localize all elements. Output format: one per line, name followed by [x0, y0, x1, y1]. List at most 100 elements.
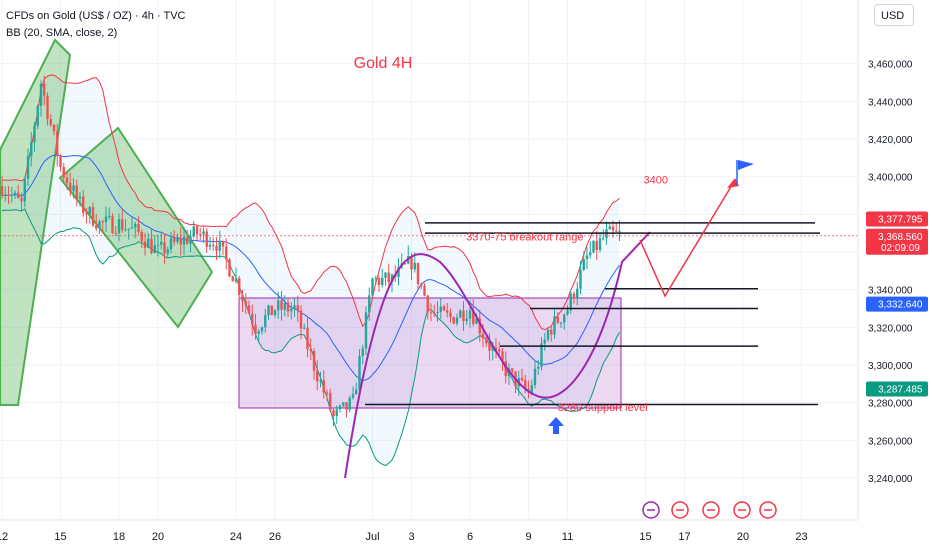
candle-body [114, 232, 117, 234]
candle-body [446, 310, 449, 313]
candle-body [468, 310, 472, 319]
candle-body [316, 370, 319, 382]
candle-body [351, 394, 355, 398]
candle-body [241, 295, 244, 301]
candle-body [520, 377, 524, 381]
candle-body [293, 305, 296, 309]
candle-body [43, 83, 46, 96]
candle-body [459, 310, 462, 318]
y-tick-label: 3,440,000 [868, 97, 913, 108]
candle-body [615, 230, 618, 232]
candle-body [589, 252, 592, 256]
candle-body [332, 410, 335, 417]
projection-arrow [639, 179, 736, 298]
annotation-label: 3280 support level [558, 402, 648, 414]
candle-body [345, 402, 348, 410]
candle-body [225, 246, 228, 260]
candle-body [234, 278, 238, 282]
candle-body [247, 305, 251, 314]
candle-body [530, 385, 533, 393]
candle-body [104, 216, 108, 223]
candle-body [286, 302, 290, 312]
candle-body [524, 380, 527, 389]
candle-body [595, 240, 598, 250]
annotation-label: 3400 [644, 174, 668, 186]
currency-button[interactable]: USD [874, 4, 914, 26]
candle-body [251, 313, 254, 325]
candle-body [553, 316, 556, 335]
candle-body [478, 318, 481, 334]
candle-body [511, 368, 514, 372]
x-tick-label: 6 [467, 531, 473, 543]
price-label-box [866, 381, 928, 397]
candle-body [273, 310, 277, 316]
candle-body [296, 305, 299, 311]
target-flag-icon [738, 160, 754, 170]
candle-body [91, 207, 95, 226]
candle-body [426, 295, 429, 313]
candle-body [381, 277, 384, 285]
candle-body [491, 347, 494, 351]
candle-body [173, 238, 176, 242]
bb-fill [2, 75, 620, 466]
countdown-label: 02:09:09 [881, 243, 920, 254]
price-label: 3,332.640 [878, 300, 923, 311]
candle-body [533, 368, 537, 386]
candle-body [309, 349, 312, 352]
candle-body [592, 240, 595, 253]
candle-body [127, 228, 130, 230]
candle-body [569, 293, 572, 311]
candle-body [267, 305, 270, 316]
price-label-box [866, 228, 928, 255]
candle-body [433, 312, 436, 314]
candle-body [208, 245, 212, 247]
candle-body [611, 226, 615, 231]
candle-body [176, 238, 179, 242]
candle-body [98, 221, 101, 229]
candle-body [160, 241, 163, 245]
candle-body [20, 197, 23, 202]
candle-body [572, 293, 576, 299]
annotation-label: 3370-75 breakout range [466, 232, 583, 244]
candle-body [413, 262, 416, 270]
candle-body [537, 366, 540, 369]
candle-body [540, 343, 543, 367]
flag-shape [58, 126, 214, 329]
y-tick-label: 3,280,000 [868, 399, 913, 410]
candle-body [244, 300, 247, 306]
candle-body [30, 142, 33, 157]
candle-body [36, 106, 39, 126]
candle-body [585, 255, 589, 260]
candle-body [17, 192, 20, 198]
candle-body [498, 349, 501, 352]
price-label: 3,287.485 [878, 385, 923, 396]
x-tick-label: 23 [795, 531, 807, 543]
x-tick-label: 24 [230, 531, 242, 543]
candle-body [475, 318, 478, 324]
candle-body [39, 83, 43, 107]
candle-body [218, 241, 221, 251]
candle-body [410, 256, 413, 270]
candle-body [199, 234, 202, 236]
candle-body [189, 236, 192, 244]
candle-body [143, 241, 147, 248]
candle-body [452, 317, 455, 324]
candle-body [501, 351, 504, 362]
candle-body [368, 295, 371, 313]
y-tick-label: 3,320,000 [868, 323, 913, 334]
price-label: 3,368.560 [878, 232, 923, 243]
candle-body [4, 194, 7, 196]
candle-body [124, 229, 127, 231]
candle-body [10, 194, 13, 196]
candle-body [59, 156, 62, 167]
candle-body [277, 300, 280, 311]
candle-body [228, 259, 231, 277]
candle-body [156, 244, 160, 246]
x-tick-label: 15 [639, 531, 651, 543]
candle-body [439, 306, 442, 313]
candle-body [579, 269, 582, 289]
candle-body [387, 272, 390, 283]
candle-body [566, 310, 569, 315]
